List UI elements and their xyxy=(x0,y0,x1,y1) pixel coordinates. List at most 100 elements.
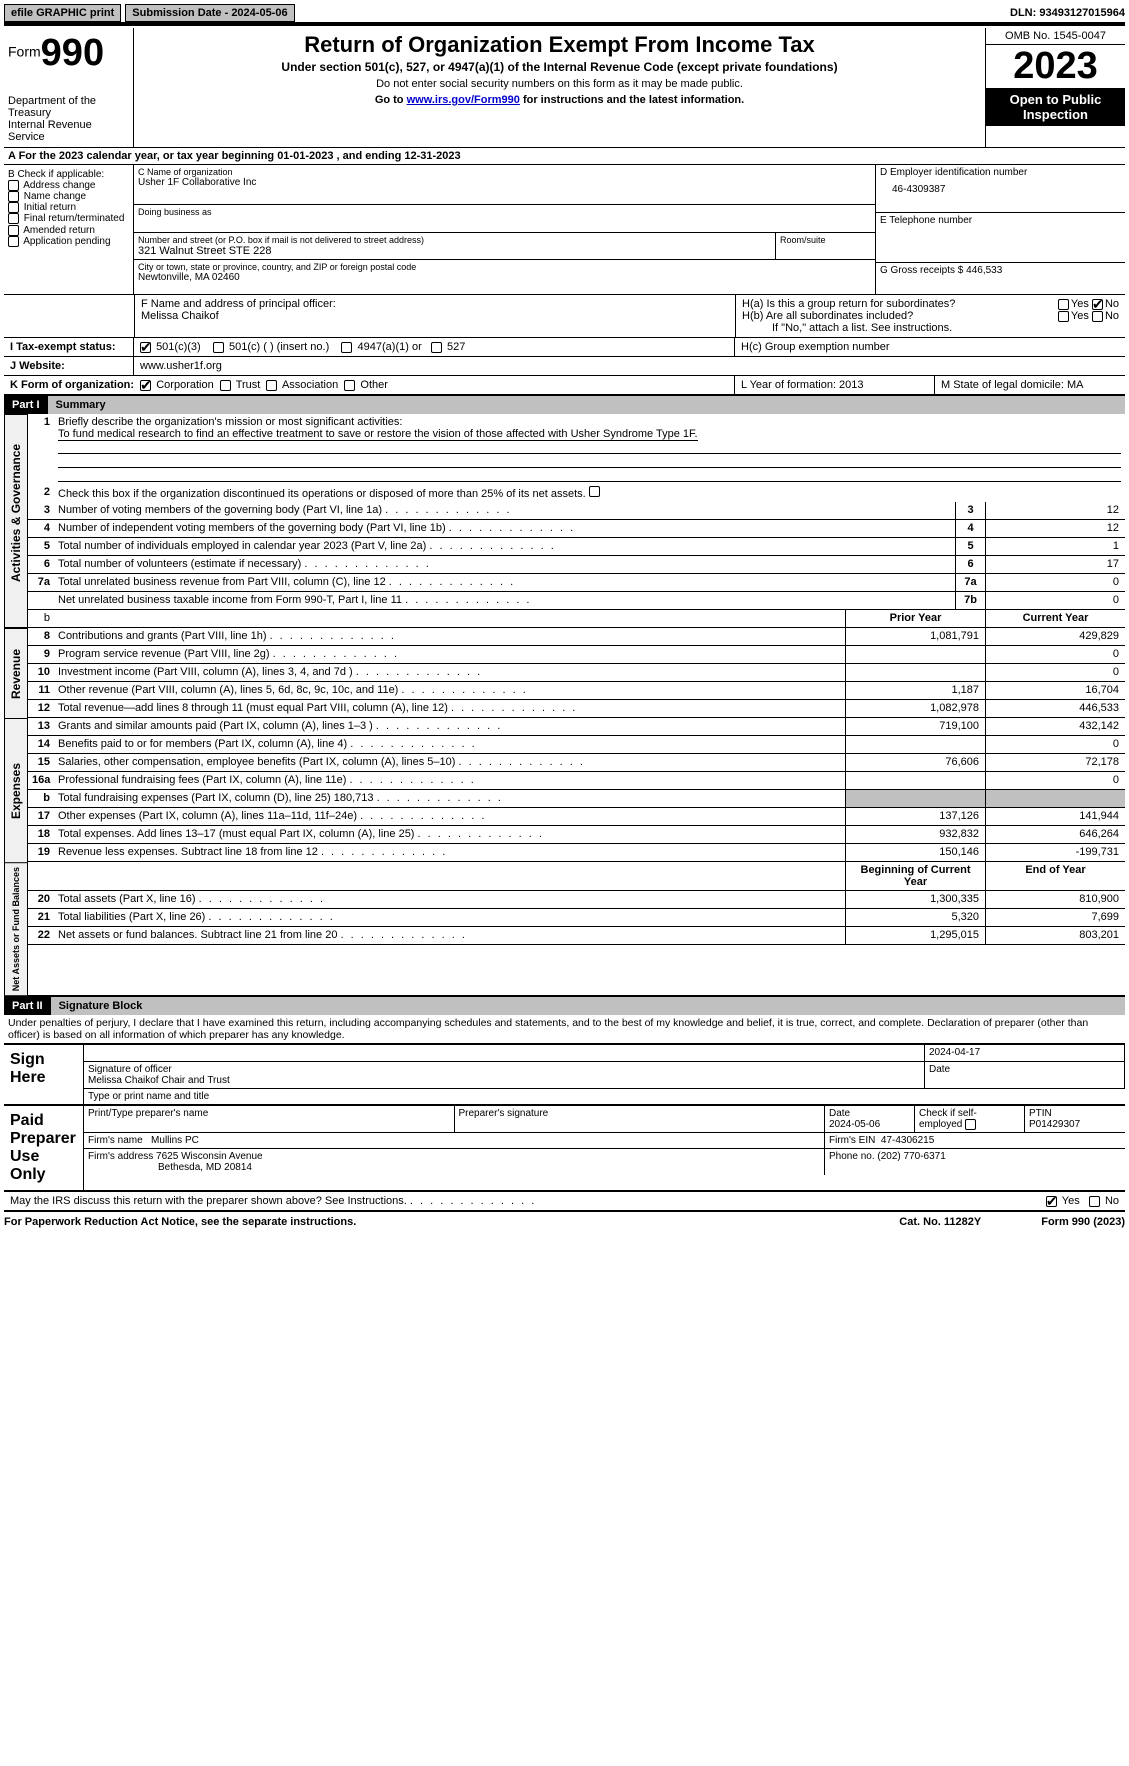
ein-label: D Employer identification number xyxy=(880,167,1121,178)
prior-value: 76,606 xyxy=(845,754,985,771)
mission-text: To fund medical research to find an effe… xyxy=(58,428,698,441)
topbar: efile GRAPHIC print Submission Date - 20… xyxy=(4,4,1125,26)
ptin-value: P01429307 xyxy=(1029,1119,1080,1130)
current-value: 141,944 xyxy=(985,808,1125,825)
prior-value: 1,187 xyxy=(845,682,985,699)
instructions-note: Go to www.irs.gov/Form990 for instructio… xyxy=(142,94,977,106)
self-employed-checkbox[interactable] xyxy=(965,1119,976,1130)
current-value: 0 xyxy=(985,772,1125,789)
sig-date-label: Date xyxy=(925,1062,1125,1088)
form-subtitle: Under section 501(c), 527, or 4947(a)(1)… xyxy=(142,60,977,74)
discontinued-checkbox[interactable] xyxy=(589,486,600,497)
ssn-note: Do not enter social security numbers on … xyxy=(142,78,977,90)
current-value: 0 xyxy=(985,646,1125,663)
501c-checkbox[interactable] xyxy=(213,342,224,353)
current-value: 72,178 xyxy=(985,754,1125,771)
room-label: Room/suite xyxy=(780,235,871,245)
tax-year: 2023 xyxy=(986,45,1125,88)
prior-value: 1,081,791 xyxy=(845,628,985,645)
prior-value xyxy=(845,790,985,807)
hb-yes-checkbox[interactable] xyxy=(1058,311,1069,322)
prior-value xyxy=(845,772,985,789)
line-value: 0 xyxy=(985,592,1125,609)
prior-value: 150,146 xyxy=(845,844,985,861)
current-value: -199,731 xyxy=(985,844,1125,861)
501c3-checkbox[interactable] xyxy=(140,342,151,353)
street-address: 321 Walnut Street STE 228 xyxy=(138,245,771,257)
type-name-label: Type or print name and title xyxy=(84,1089,1125,1104)
checkbox-amended-return[interactable] xyxy=(8,225,19,236)
submission-button[interactable]: Submission Date - 2024-05-06 xyxy=(125,4,294,22)
checkbox-initial-return[interactable] xyxy=(8,202,19,213)
sig-officer-label: Signature of officer xyxy=(88,1064,920,1075)
dba-label: Doing business as xyxy=(138,207,871,217)
other-checkbox[interactable] xyxy=(344,380,355,391)
assoc-checkbox[interactable] xyxy=(266,380,277,391)
current-value: 432,142 xyxy=(985,718,1125,735)
trust-checkbox[interactable] xyxy=(220,380,231,391)
irs-label: Internal Revenue Service xyxy=(8,119,129,143)
vlabel-revenue: Revenue xyxy=(4,628,28,718)
current-value: 16,704 xyxy=(985,682,1125,699)
irs-link[interactable]: www.irs.gov/Form990 xyxy=(407,94,520,106)
website-value: www.usher1f.org xyxy=(134,357,1125,375)
telephone-label: E Telephone number xyxy=(880,215,1121,226)
ha-yes-checkbox[interactable] xyxy=(1058,299,1069,310)
line-value: 0 xyxy=(985,574,1125,591)
hc-label: H(c) Group exemption number xyxy=(735,338,1125,356)
sign-here-label: Sign Here xyxy=(4,1045,84,1104)
dept-treasury: Department of the Treasury xyxy=(8,95,129,119)
4947-checkbox[interactable] xyxy=(341,342,352,353)
officer-name: Melissa Chaikof xyxy=(141,310,729,322)
paid-preparer-label: Paid Preparer Use Only xyxy=(4,1106,84,1190)
vlabel-governance: Activities & Governance xyxy=(4,414,28,610)
form-header: Form990 Department of the Treasury Inter… xyxy=(4,28,1125,148)
efile-button[interactable]: efile GRAPHIC print xyxy=(4,4,121,22)
corp-checkbox[interactable] xyxy=(140,380,151,391)
entity-block: B Check if applicable: Address change Na… xyxy=(4,165,1125,295)
hb-no-checkbox[interactable] xyxy=(1092,311,1103,322)
527-checkbox[interactable] xyxy=(431,342,442,353)
cat-number: Cat. No. 11282Y xyxy=(899,1216,981,1228)
discuss-no-checkbox[interactable] xyxy=(1089,1196,1100,1207)
current-value: 810,900 xyxy=(985,891,1125,908)
line-value: 12 xyxy=(985,502,1125,519)
checkbox-final-return-terminated[interactable] xyxy=(8,213,19,224)
prior-year-header: Prior Year xyxy=(845,610,985,627)
hb-note: If "No," attach a list. See instructions… xyxy=(742,322,1119,334)
current-value: 0 xyxy=(985,664,1125,681)
section-a: A For the 2023 calendar year, or tax yea… xyxy=(4,148,1125,165)
sign-date: 2024-04-17 xyxy=(925,1045,1125,1061)
state-domicile: M State of legal domicile: MA xyxy=(935,376,1125,394)
part1-header: Part I xyxy=(4,396,48,414)
form-title: Return of Organization Exempt From Incom… xyxy=(142,32,977,58)
prior-value xyxy=(845,646,985,663)
website-label: J Website: xyxy=(4,357,134,375)
city-state-zip: Newtonville, MA 02460 xyxy=(138,272,871,283)
discuss-label: May the IRS discuss this return with the… xyxy=(10,1195,407,1207)
ha-label: H(a) Is this a group return for subordin… xyxy=(742,298,1058,310)
part2-header: Part II xyxy=(4,997,51,1015)
sig-officer-name: Melissa Chaikof Chair and Trust xyxy=(88,1075,920,1086)
omb-number: OMB No. 1545-0047 xyxy=(986,28,1125,45)
prior-value: 137,126 xyxy=(845,808,985,825)
firm-name: Mullins PC xyxy=(151,1135,199,1146)
checkbox-address-change[interactable] xyxy=(8,180,19,191)
open-public: Open to Public Inspection xyxy=(986,88,1125,126)
form-label: Form xyxy=(8,43,41,59)
officer-label: F Name and address of principal officer: xyxy=(141,298,729,310)
tax-status-label: I Tax-exempt status: xyxy=(4,338,134,356)
discuss-yes-checkbox[interactable] xyxy=(1046,1196,1057,1207)
hb-label: H(b) Are all subordinates included? xyxy=(742,310,1058,322)
prep-date: 2024-05-06 xyxy=(829,1119,880,1130)
line-value: 17 xyxy=(985,556,1125,573)
ha-no-checkbox[interactable] xyxy=(1092,299,1103,310)
checkbox-name-change[interactable] xyxy=(8,191,19,202)
prior-value: 719,100 xyxy=(845,718,985,735)
checkbox-application-pending[interactable] xyxy=(8,236,19,247)
current-value: 7,699 xyxy=(985,909,1125,926)
current-value: 446,533 xyxy=(985,700,1125,717)
firm-phone: (202) 770-6371 xyxy=(877,1151,945,1162)
penalty-statement: Under penalties of perjury, I declare th… xyxy=(4,1015,1125,1043)
prior-value: 5,320 xyxy=(845,909,985,926)
